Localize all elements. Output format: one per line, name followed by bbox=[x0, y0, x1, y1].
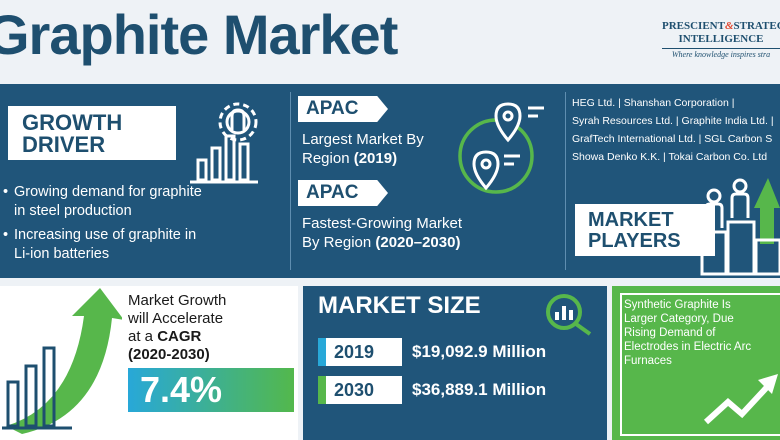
year-2019-bar bbox=[318, 338, 402, 366]
growth-text: Market Growth will Accelerate at a CAGR … bbox=[128, 292, 227, 363]
synthetic-frame bbox=[620, 293, 780, 436]
podium-people-icon bbox=[700, 178, 780, 276]
cagr-value: 7.4% bbox=[140, 369, 223, 410]
year-2019-accent bbox=[318, 338, 326, 366]
value-2019: $19,092.9 Million bbox=[412, 342, 547, 361]
divider bbox=[290, 92, 291, 270]
logo-word-1: PRESCIENT bbox=[662, 20, 725, 32]
year-2030-accent bbox=[318, 376, 326, 404]
growth-arrow-icon bbox=[2, 288, 122, 434]
growth-driver-box bbox=[8, 106, 176, 160]
year-2030-bar bbox=[318, 376, 402, 404]
market-size-label: MARKET SIZE bbox=[318, 292, 481, 319]
year-2019: 2019 bbox=[334, 342, 375, 362]
fastest-region-text: Fastest-Growing Market By Region (2020–2… bbox=[302, 215, 463, 251]
largest-region-text: Largest Market By Region (2019) bbox=[302, 131, 424, 167]
logo-word-3: INTELLIGENCE bbox=[678, 33, 764, 45]
trend-arrow-icon bbox=[703, 374, 778, 425]
cagr-value-box bbox=[128, 368, 294, 412]
value-2030: $36,889.1 Million bbox=[412, 380, 547, 399]
growth-driver-bullet-2: Increasing use of graphite in Li-ion bat… bbox=[3, 226, 196, 264]
synthetic-panel bbox=[612, 286, 780, 440]
fastest-region-tag: APAC bbox=[298, 180, 388, 206]
map-pin-icon bbox=[458, 102, 544, 194]
logo-word-2: STRATEG bbox=[733, 20, 780, 32]
magnifier-chart-icon bbox=[546, 294, 592, 336]
synthetic-text: Synthetic Graphite Is Larger Category, D… bbox=[624, 299, 752, 367]
gear-chart-icon bbox=[190, 102, 258, 184]
company-logo: PRESCIENT&STRATEG INTELLIGENCE Where kno… bbox=[662, 20, 780, 59]
logo-ampersand: & bbox=[724, 20, 734, 32]
logo-tagline: Where knowledge inspires stra bbox=[662, 48, 780, 59]
year-2030: 2030 bbox=[334, 380, 375, 400]
market-players-box bbox=[575, 204, 715, 256]
divider bbox=[565, 92, 566, 270]
header bbox=[0, 0, 780, 84]
growth-driver-bullet-1: Growing demand for graphite in steel pro… bbox=[3, 183, 202, 221]
growth-driver-label: GROWTH DRIVER bbox=[22, 110, 123, 157]
market-players-label: MARKET PLAYERS bbox=[588, 209, 681, 252]
market-players-list: HEG Ltd. | Shanshan Corporation | Syrah … bbox=[572, 97, 774, 163]
largest-region-tag: APAC bbox=[298, 96, 388, 122]
page-title: Graphite Market bbox=[0, 3, 398, 66]
